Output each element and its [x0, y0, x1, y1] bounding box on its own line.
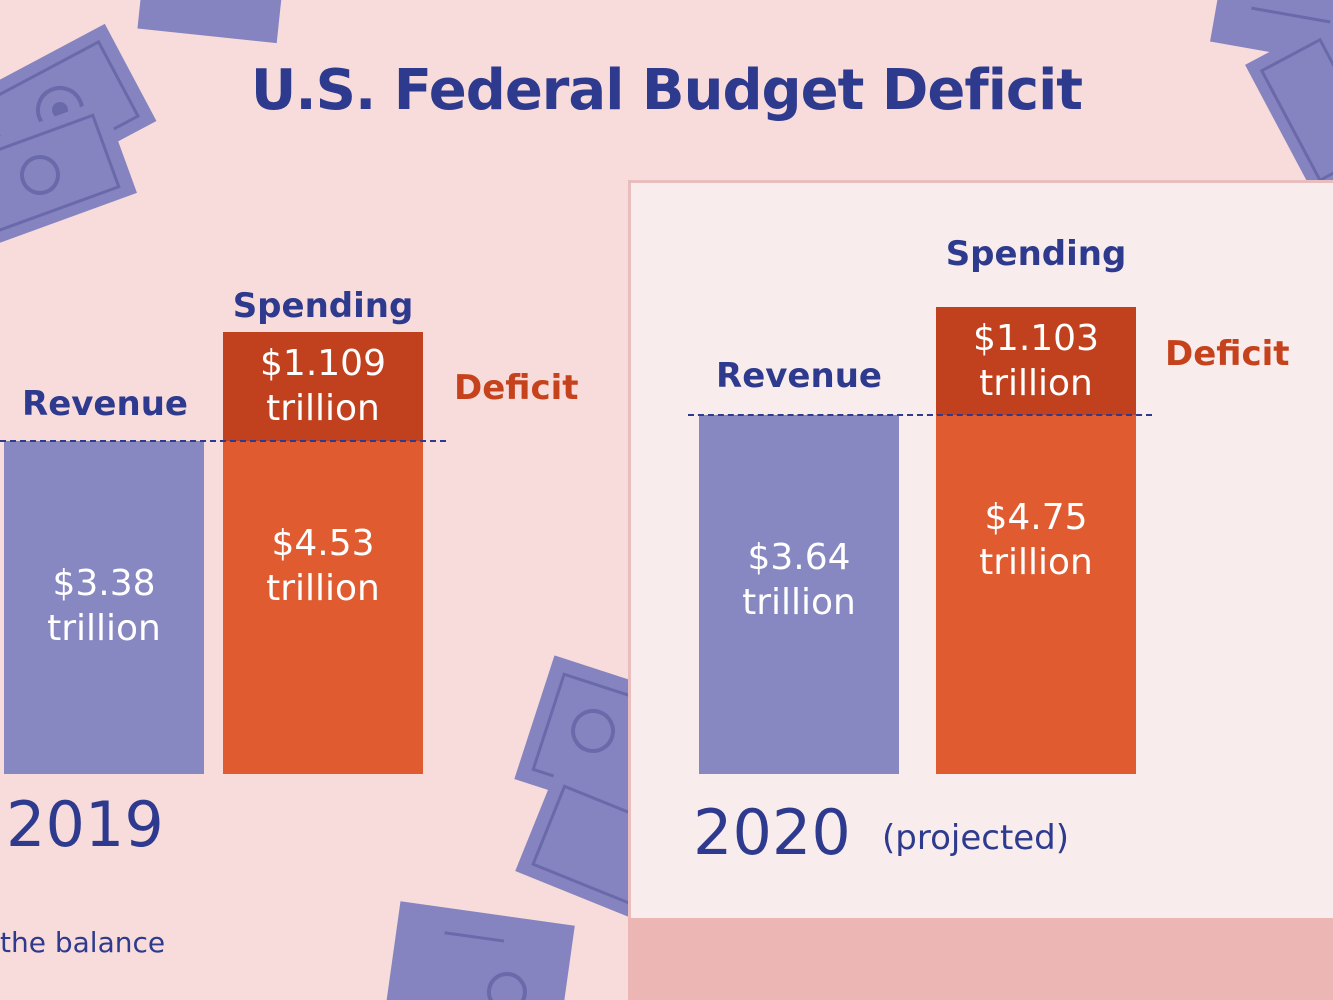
revenue-bar-2020: [699, 415, 899, 774]
revenue-level-line-2019: [0, 440, 446, 443]
spending-header-2019: Spending: [232, 286, 414, 326]
revenue-level-line-2020: [688, 414, 1152, 417]
year-label-2020: 2020: [693, 796, 851, 869]
revenue-value-label-2019: $3.38 trillion: [4, 561, 204, 651]
revenue-unit-2019: trillion: [47, 608, 161, 650]
deficit-value-2020: $1.103: [973, 318, 1099, 360]
spending-value-label-2019: $4.53 trillion: [223, 521, 423, 611]
spending-unit-2020: trillion: [979, 542, 1093, 584]
spending-bar-2019: [223, 441, 423, 774]
deficit-value-2019: $1.109: [260, 343, 386, 385]
revenue-value-label-2020: $3.64 trillion: [699, 535, 899, 625]
revenue-unit-2020: trillion: [742, 582, 856, 624]
revenue-bar-2019: [4, 441, 204, 774]
deficit-unit-2020: trillion: [979, 363, 1093, 405]
spending-value-label-2020: $4.75 trillion: [936, 495, 1136, 585]
deficit-bar-2020: [936, 306, 1136, 416]
dollar-bill-icon: [1245, 22, 1333, 198]
year-label-2019: 2019: [6, 788, 164, 861]
deficit-value-label-2019: $1.109 trillion: [223, 341, 423, 431]
chart-title: U.S. Federal Budget Deficit: [250, 58, 1083, 123]
dollar-bill-icon: [0, 98, 137, 252]
deficit-header-2019: Deficit: [454, 368, 579, 408]
spending-bar-2020: [936, 415, 1136, 774]
revenue-header-2020: Revenue: [716, 356, 882, 396]
brand-logo: the balance: [0, 926, 166, 959]
revenue-value-2020: $3.64: [747, 537, 851, 579]
spending-value-2020: $4.75: [984, 497, 1088, 539]
spending-unit-2019: trillion: [266, 568, 380, 610]
projected-note-2020: (projected): [882, 818, 1070, 858]
deficit-header-2020: Deficit: [1165, 334, 1290, 374]
deficit-unit-2019: trillion: [266, 388, 380, 430]
panel-shadow: [628, 918, 1333, 1000]
deficit-value-label-2020: $1.103 trillion: [936, 316, 1136, 406]
spending-value-2019: $4.53: [271, 523, 375, 565]
dollar-bill-icon: [137, 0, 283, 44]
revenue-value-2019: $3.38: [52, 563, 156, 605]
spending-header-2020: Spending: [945, 234, 1127, 274]
deficit-bar-2019: [223, 331, 423, 442]
revenue-header-2019: Revenue: [22, 384, 188, 424]
dollar-bill-icon: [385, 901, 575, 1000]
